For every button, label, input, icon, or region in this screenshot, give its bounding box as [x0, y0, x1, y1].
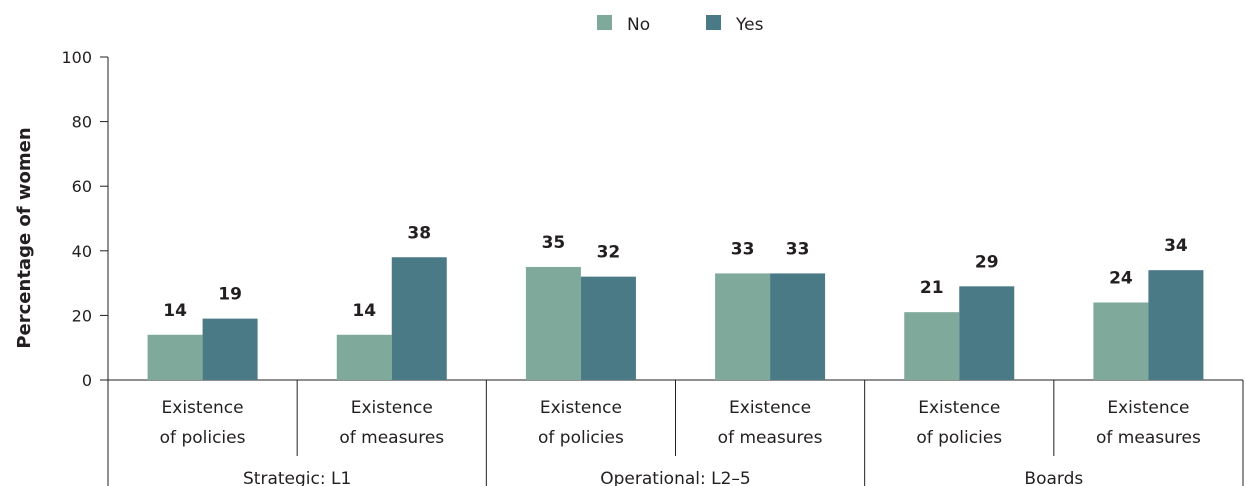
- category-label: Existence: [540, 398, 622, 418]
- y-tick-label: 100: [61, 48, 92, 67]
- value-label: 21: [920, 278, 944, 298]
- category-label: Existence: [1107, 398, 1189, 418]
- value-label: 35: [542, 233, 566, 253]
- bar-no: [715, 273, 771, 380]
- group-label: Operational: L2–5: [600, 469, 750, 486]
- y-tick-label: 20: [72, 306, 92, 325]
- axes: 0 20 40 60 80 100: [61, 48, 1244, 486]
- category-label: Existence: [162, 398, 244, 418]
- group-label: Boards: [1024, 469, 1083, 486]
- bar-yes: [770, 273, 826, 380]
- value-label: 38: [407, 223, 431, 243]
- y-axis-title: Percentage of women: [14, 127, 35, 348]
- bar-no: [1093, 302, 1149, 380]
- category-label: of measures: [718, 428, 823, 448]
- legend-label-no: No: [627, 15, 650, 35]
- category-label: Existence: [351, 398, 433, 418]
- y-tick-label: 60: [72, 177, 92, 196]
- category-label: of policies: [538, 428, 624, 448]
- bar-yes: [391, 257, 447, 380]
- value-label: 34: [1164, 236, 1188, 256]
- value-label: 32: [597, 243, 621, 263]
- category-label: of measures: [339, 428, 444, 448]
- legend-swatch-no: [597, 15, 612, 30]
- bar-yes: [202, 318, 258, 380]
- category-label: of policies: [916, 428, 1002, 448]
- legend-label-yes: Yes: [735, 15, 764, 35]
- value-label: 29: [975, 252, 999, 272]
- bar-no: [525, 266, 581, 380]
- value-label: 33: [731, 239, 755, 259]
- y-tick-label: 80: [72, 113, 92, 132]
- group-label: Strategic: L1: [243, 469, 351, 486]
- legend: No Yes: [597, 15, 764, 35]
- value-label: 24: [1109, 268, 1133, 288]
- bar-yes: [1148, 270, 1204, 380]
- labels: 14 19 Existence of policies 14 38 Existence of …: [160, 223, 1201, 486]
- bars: [147, 257, 1204, 380]
- y-tick-label: 0: [82, 371, 92, 390]
- value-label: 14: [352, 301, 376, 321]
- category-label: of measures: [1096, 428, 1201, 448]
- bar-yes: [580, 276, 636, 380]
- category-label: of policies: [160, 428, 246, 448]
- bar-no: [904, 312, 960, 380]
- legend-swatch-yes: [706, 15, 721, 30]
- bar-no: [147, 334, 203, 380]
- category-label: Existence: [729, 398, 811, 418]
- value-label: 14: [163, 301, 187, 321]
- value-label: 33: [786, 239, 810, 259]
- bar-yes: [959, 286, 1015, 380]
- y-tick-label: 40: [72, 242, 92, 261]
- value-label: 19: [218, 285, 242, 305]
- category-label: Existence: [918, 398, 1000, 418]
- bar-no: [336, 334, 392, 380]
